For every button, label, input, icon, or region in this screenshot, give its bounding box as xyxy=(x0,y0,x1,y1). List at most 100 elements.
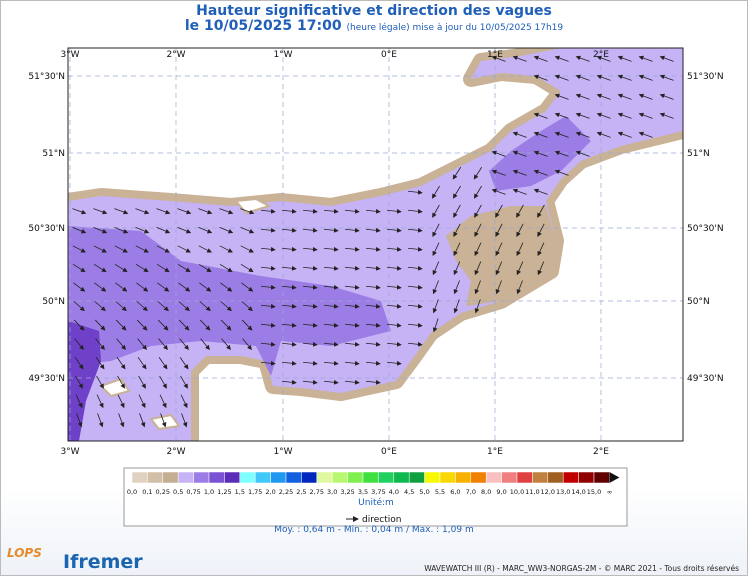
arrow xyxy=(344,360,360,366)
arrow xyxy=(115,319,127,331)
colorbar-label: 11,0 xyxy=(525,488,539,496)
arrow xyxy=(344,246,360,252)
arrow xyxy=(432,299,439,314)
arrow xyxy=(344,379,360,385)
arrow xyxy=(617,55,632,62)
color-cell xyxy=(532,471,549,484)
color-cell xyxy=(516,471,533,484)
arrow xyxy=(554,169,569,176)
color-cell xyxy=(208,471,225,484)
colorbar: 0,0 0,1 0,25 0,5 0,75 1,0 1,25 1,5 1,75 2,0 2,25 2,… xyxy=(127,471,620,496)
arrow xyxy=(177,245,191,253)
arrow xyxy=(495,261,503,276)
arrow xyxy=(137,338,147,351)
arrow xyxy=(302,322,318,328)
arrow xyxy=(260,208,276,214)
colorbar-label: 3,25 xyxy=(340,488,354,496)
arrow xyxy=(596,93,611,100)
color-cell xyxy=(578,471,595,484)
arrow xyxy=(407,322,423,328)
arrow xyxy=(95,357,105,370)
arrow xyxy=(512,55,527,62)
arrow xyxy=(554,74,569,81)
colorbar-label: 12,0 xyxy=(541,488,555,496)
color-cell xyxy=(470,471,487,484)
arrow xyxy=(365,246,381,252)
lat-label: 49°30'N xyxy=(687,374,724,384)
arrow xyxy=(139,413,146,428)
arrow xyxy=(432,261,440,276)
arrow xyxy=(432,204,440,218)
arrow xyxy=(659,112,674,119)
arrow xyxy=(365,379,381,385)
lat-label: 50°N xyxy=(42,297,65,307)
arrow xyxy=(136,282,149,292)
arrow xyxy=(260,341,276,347)
arrow xyxy=(659,55,674,62)
color-cell xyxy=(562,471,579,484)
colorbar-label: 5,5 xyxy=(435,488,445,496)
colorbar-label: 2,5 xyxy=(296,488,306,496)
arrow xyxy=(178,301,190,312)
lon-label: 3°W xyxy=(60,447,79,457)
arrow xyxy=(344,341,360,347)
color-cell xyxy=(593,471,610,484)
arrow xyxy=(344,227,360,233)
arrow xyxy=(94,319,106,331)
colorbar-label: 1,75 xyxy=(248,488,262,496)
lat-label: 49°30'N xyxy=(28,374,65,384)
arrow xyxy=(575,112,590,119)
arrow xyxy=(73,282,86,292)
arrow xyxy=(323,379,339,385)
arrow xyxy=(281,379,297,385)
arrow xyxy=(93,226,108,234)
arrow xyxy=(302,227,318,233)
arrow xyxy=(96,394,104,409)
colorbar-label: 3,0 xyxy=(327,488,337,496)
arrow xyxy=(181,413,188,428)
arrow xyxy=(159,375,167,389)
arrow xyxy=(617,93,632,100)
color-cell xyxy=(239,471,256,484)
arrow xyxy=(386,246,402,252)
lon-label: 0°E xyxy=(381,50,397,60)
arrow xyxy=(260,284,276,290)
arrow xyxy=(512,131,527,138)
arrow xyxy=(495,242,503,257)
arrow xyxy=(407,246,423,252)
arrow xyxy=(512,150,527,157)
arrow xyxy=(157,282,170,292)
lon-label: 2°W xyxy=(166,447,185,457)
arrow xyxy=(453,261,461,276)
logo: LOPS xyxy=(7,546,42,560)
title: Hauteur significative et direction des v… xyxy=(196,3,552,19)
arrow xyxy=(136,319,148,331)
arrow xyxy=(136,301,148,312)
colorbar-label: 2,25 xyxy=(279,488,293,496)
arrow xyxy=(659,93,674,100)
arrow xyxy=(596,74,611,81)
colorbar-label: 3,5 xyxy=(358,488,368,496)
arrow xyxy=(365,322,381,328)
arrow xyxy=(281,360,297,366)
lat-label: 50°30'N xyxy=(28,224,65,234)
arrow xyxy=(407,189,423,195)
arrow xyxy=(491,55,506,62)
arrow xyxy=(344,265,360,271)
colorbar-label: ∞ xyxy=(607,488,612,496)
arrow xyxy=(575,131,590,138)
arrow xyxy=(76,413,83,428)
arrow xyxy=(281,265,297,271)
arrow xyxy=(73,319,85,331)
arrow xyxy=(219,263,233,273)
arrow xyxy=(179,338,189,351)
arrow xyxy=(491,188,506,195)
arrow xyxy=(156,263,170,273)
lat-label: 51°30'N xyxy=(28,72,65,82)
arrow xyxy=(220,319,232,331)
arrow xyxy=(575,55,590,62)
arrow xyxy=(453,204,461,218)
arrow xyxy=(432,318,439,333)
color-cell xyxy=(408,471,425,484)
lat-label: 51°N xyxy=(687,149,710,159)
